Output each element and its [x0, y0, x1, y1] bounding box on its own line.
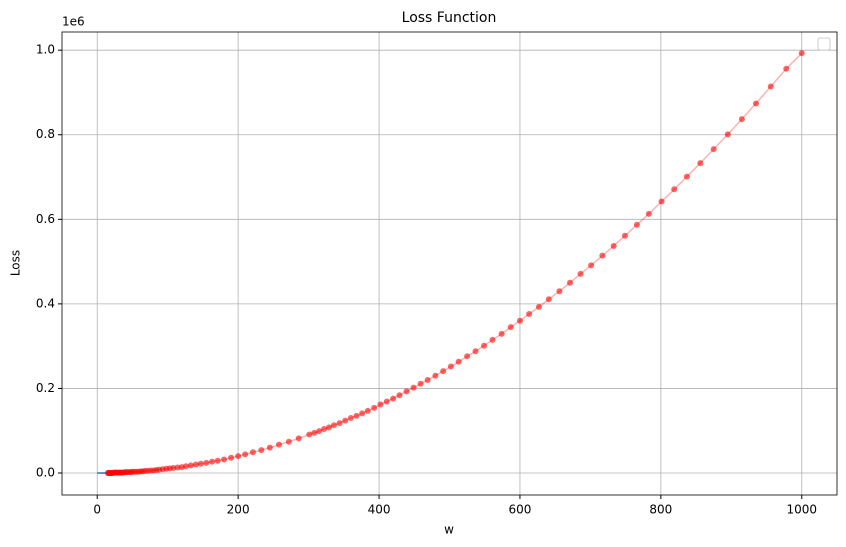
point: [228, 454, 235, 461]
point: [481, 342, 488, 349]
plot-frame: [61, 31, 838, 496]
x-axis-label: w: [444, 523, 454, 537]
x-tick-label: 600: [509, 503, 532, 517]
point: [489, 336, 496, 343]
point: [683, 173, 690, 180]
series-line: [107, 52, 803, 474]
point: [383, 398, 390, 405]
point: [364, 407, 371, 414]
point: [738, 116, 745, 123]
point: [306, 431, 313, 438]
point: [417, 380, 424, 387]
point: [214, 457, 221, 464]
point: [276, 441, 282, 448]
point: [658, 198, 665, 205]
point: [424, 376, 431, 383]
point: [311, 429, 318, 436]
point: [285, 438, 292, 445]
legend-box: [817, 37, 831, 51]
point: [724, 131, 731, 138]
x-tick-label: 800: [649, 503, 672, 517]
point: [330, 422, 337, 429]
y-axis-label: Loss: [9, 250, 23, 276]
point: [535, 303, 542, 310]
point: [258, 447, 265, 454]
y-tick-label: 0.4: [36, 296, 55, 310]
point: [221, 456, 228, 463]
point: [526, 311, 533, 318]
point: [336, 420, 343, 427]
point: [390, 395, 397, 402]
point: [798, 50, 805, 57]
point: [440, 368, 447, 375]
point: [697, 160, 704, 167]
point: [342, 417, 349, 424]
point: [447, 363, 454, 370]
point: [710, 146, 717, 153]
x-tick-label: 200: [227, 503, 250, 517]
point: [235, 453, 242, 460]
point: [671, 186, 678, 193]
point: [464, 353, 471, 360]
point: [621, 232, 628, 239]
point: [266, 444, 273, 451]
point: [326, 424, 333, 431]
point: [316, 428, 323, 435]
y-tick-label: 1.0: [36, 43, 55, 57]
x-tick-label: 400: [368, 503, 391, 517]
point: [633, 221, 640, 228]
point: [295, 435, 302, 442]
point: [359, 410, 366, 417]
point: [396, 392, 403, 399]
point: [455, 358, 462, 365]
point: [209, 458, 216, 465]
point: [577, 270, 584, 277]
point: [410, 384, 417, 391]
point: [566, 279, 573, 286]
point: [472, 348, 479, 355]
point: [353, 412, 360, 419]
point: [242, 451, 249, 458]
point: [187, 462, 194, 469]
point: [249, 449, 256, 456]
point: [347, 415, 354, 422]
x-tick-label: 0: [93, 503, 101, 517]
y-tick-label: 0.0: [36, 466, 55, 480]
point: [645, 210, 652, 217]
point: [377, 401, 384, 408]
point: [498, 330, 505, 337]
point: [432, 372, 439, 379]
point: [507, 324, 514, 331]
point: [104, 470, 111, 477]
point: [545, 296, 552, 303]
point: [203, 459, 210, 466]
point: [610, 242, 617, 249]
point: [403, 388, 410, 395]
point: [321, 426, 328, 433]
point: [556, 288, 563, 295]
point: [752, 100, 759, 107]
point: [516, 317, 523, 324]
point: [767, 83, 774, 90]
y-tick-label: 0.8: [36, 127, 55, 141]
point: [371, 404, 378, 411]
chart-title: Loss Function: [402, 10, 497, 26]
x-tick-label: 1000: [786, 503, 817, 517]
point: [197, 460, 204, 467]
y-tick-label: 0.2: [36, 381, 55, 395]
y-tick-label: 0.6: [36, 212, 55, 226]
point: [192, 461, 199, 468]
point: [599, 252, 606, 259]
point: [588, 262, 595, 269]
y-offset-label: 1e6: [62, 15, 85, 29]
point: [783, 65, 790, 72]
